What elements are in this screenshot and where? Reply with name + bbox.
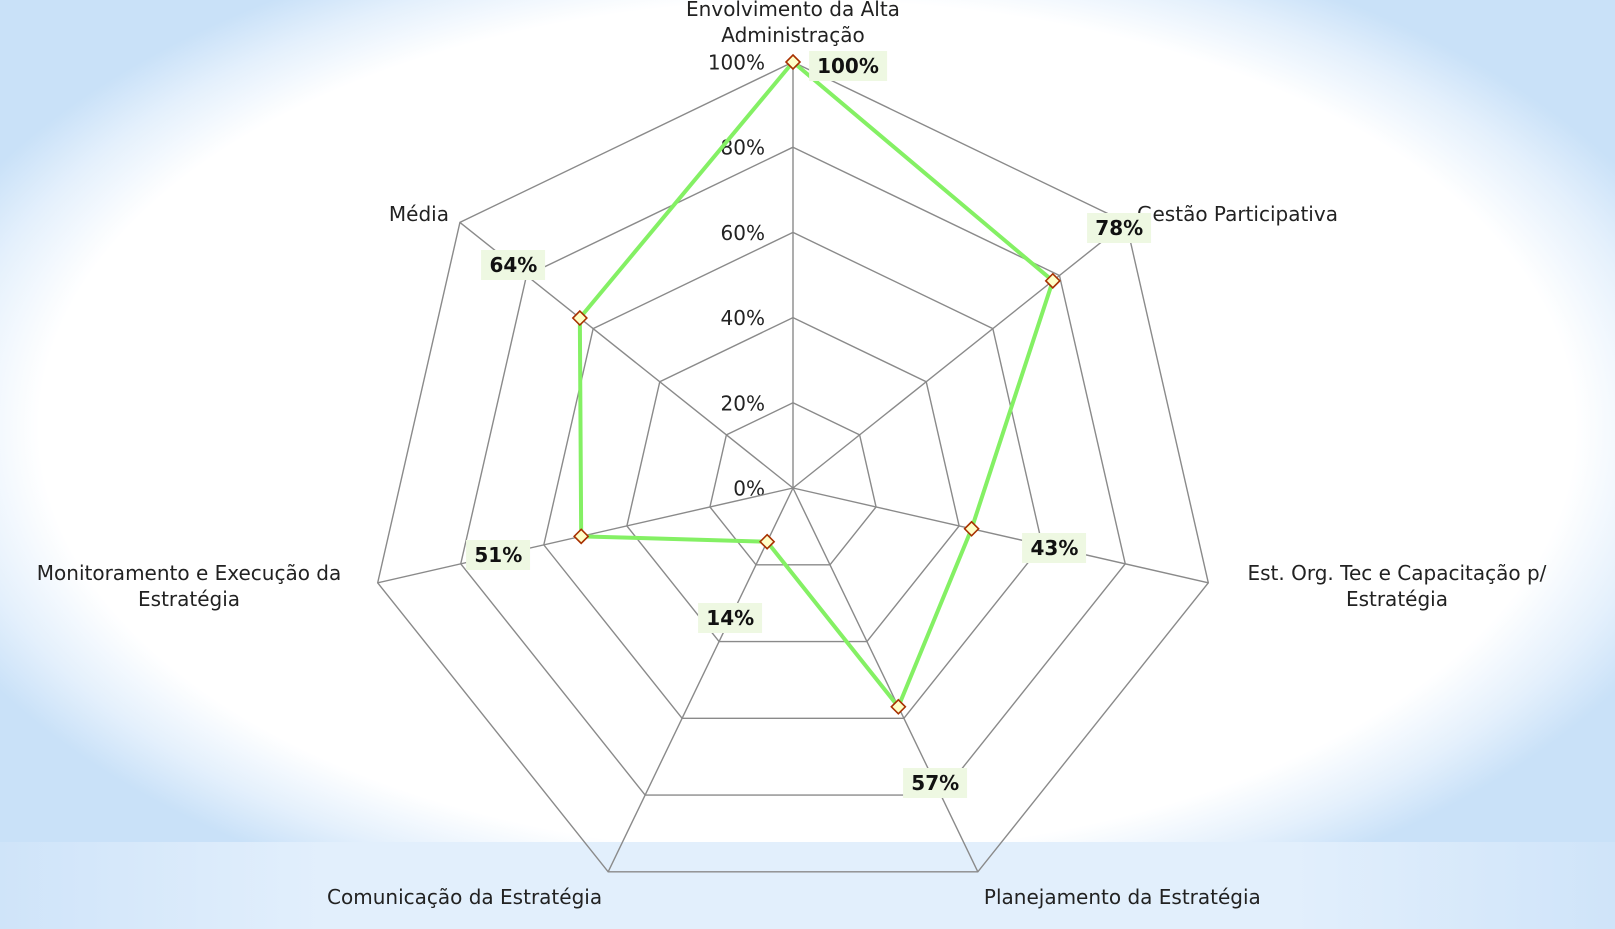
- r-tick-label: 40%: [721, 306, 765, 330]
- grid-ring: [376, 61, 1210, 873]
- series-line: [577, 60, 1055, 709]
- data-label: 78%: [1087, 212, 1152, 243]
- data-label: 43%: [1022, 532, 1087, 563]
- data-label: 64%: [481, 250, 546, 280]
- data-marker: [573, 528, 590, 545]
- r-tick-label: 20%: [721, 391, 765, 415]
- category-label: Média: [388, 201, 449, 226]
- data-label: 14%: [698, 603, 763, 634]
- grid-ring: [626, 316, 960, 643]
- category-label: Envolvimento da Alta Administração: [686, 0, 900, 47]
- grid-ring: [709, 402, 877, 566]
- category-label: Est. Org. Tec e Capacitação p/ Estratégi…: [1247, 560, 1547, 611]
- data-label: 51%: [466, 540, 531, 571]
- category-label: Gestão Participativa: [1137, 201, 1338, 226]
- category-label: Comunicação da Estratégia: [327, 885, 603, 910]
- r-tick-label: 60%: [721, 221, 765, 245]
- grid-ring: [459, 146, 1127, 796]
- spoke: [607, 487, 794, 873]
- data-marker: [890, 698, 907, 715]
- data-marker: [963, 520, 980, 537]
- r-tick-label: 0%: [733, 477, 765, 501]
- grid-ring: [543, 231, 1043, 719]
- data-label: 100%: [809, 51, 887, 81]
- spoke: [792, 221, 1127, 489]
- data-marker: [1044, 272, 1061, 289]
- data-marker: [758, 533, 776, 550]
- r-tick-label: 100%: [708, 51, 765, 75]
- category-label: Monitoramento e Execução da Estratégia: [36, 560, 342, 611]
- data-label: 57%: [903, 768, 968, 799]
- spoke: [792, 487, 1209, 584]
- data-marker: [571, 309, 588, 327]
- spoke: [792, 487, 979, 873]
- background-band: [0, 842, 1615, 929]
- data-marker: [784, 53, 802, 71]
- category-label: Planejamento da Estratégia: [983, 885, 1261, 910]
